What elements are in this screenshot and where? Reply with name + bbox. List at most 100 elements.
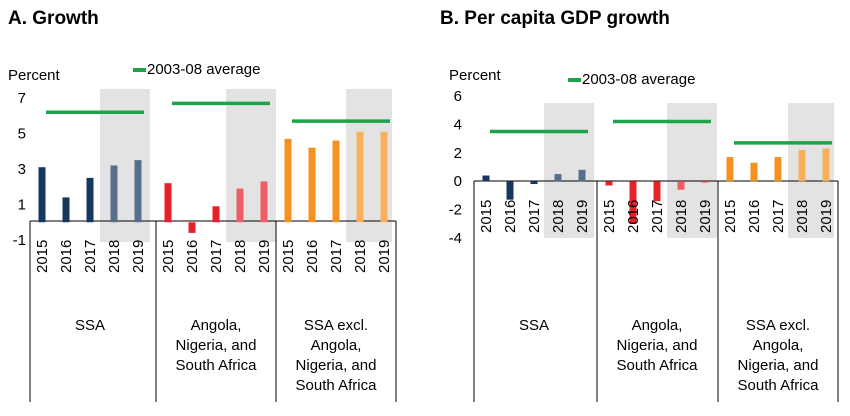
x-tick-label: 2018 [550,200,567,233]
group-label: Nigeria, and [176,337,257,354]
bar [653,181,661,202]
bar [578,169,586,182]
bar [188,222,196,233]
bar [86,177,94,223]
x-tick-label: 2015 [34,240,51,273]
y-axis-title: Percent [8,67,61,84]
chart-panel-a: A. Growth Percent 2003-08 average 7 5 3 1 -1 201… [8,8,397,402]
group-label: Nigeria, and [617,337,698,354]
group-label: South Africa [296,377,378,394]
group-label: SSA excl. [746,317,810,334]
group-label: Angola, [311,337,362,354]
forecast-shading [667,103,717,238]
x-tick-label: 2018 [232,240,249,273]
group-label: SSA [519,317,549,334]
y-tick-label: -4 [449,230,462,247]
y-tick-label: 0 [454,173,462,190]
y-tick-label: 5 [18,126,26,143]
x-tick-label: 2019 [376,240,393,273]
group-label: Angola, [632,317,683,334]
bar [530,181,538,185]
bar [701,181,709,183]
bar [260,181,268,223]
bar [62,197,70,223]
group-label: Angola, [753,337,804,354]
y-tick-label: 4 [454,116,462,133]
bar [332,140,340,223]
chart-panel-b: B. Per capita GDP growth Percent 2003-08 a… [440,8,839,402]
bar [38,167,46,223]
x-tick-label: 2018 [673,200,690,233]
y-tick-label: 6 [454,88,462,105]
y-tick-label: 7 [18,90,26,107]
bar [236,188,244,223]
x-tick-label: 2016 [304,240,321,273]
forecast-shading [100,89,150,242]
x-tick-label: 2017 [770,200,787,233]
x-tick-label: 2015 [601,200,618,233]
group-label: SSA [75,317,105,334]
x-tick-label: 2017 [526,200,543,233]
bar [284,138,292,223]
forecast-shading [544,103,594,238]
y-tick-label: -2 [449,202,462,219]
bar [164,183,172,223]
x-tick-label: 2016 [58,240,75,273]
x-tick-label: 2015 [280,240,297,273]
y-tick-label: 2 [454,145,462,162]
y-tick-label: 3 [18,161,26,178]
x-tick-label: 2016 [502,200,519,233]
group-label: SSA excl. [304,317,368,334]
group-label: Angola, [191,317,242,334]
x-tick-label: 2015 [478,200,495,233]
x-tick-label: 2019 [130,240,147,273]
bar [212,206,220,223]
legend-label: 2003-08 average [582,71,695,88]
group-label: South Africa [617,357,699,374]
x-tick-label: 2019 [818,200,835,233]
bar [726,157,734,182]
x-tick-label: 2019 [574,200,591,233]
bar [822,148,830,182]
y-tick-label: -1 [13,232,26,249]
bar [482,175,490,182]
x-tick-label: 2017 [649,200,666,233]
bar [605,181,613,186]
bar [506,181,514,200]
x-tick-label: 2018 [794,200,811,233]
legend-label: 2003-08 average [147,61,260,78]
x-tick-label: 2017 [208,240,225,273]
chart-title: A. Growth [8,8,99,29]
bar [677,181,685,190]
chart-title: B. Per capita GDP growth [440,8,670,29]
bar [554,174,562,182]
bar [380,131,388,223]
x-tick-label: 2019 [256,240,273,273]
bar [629,181,637,224]
bar [134,160,142,223]
group-label: Nigeria, and [738,357,819,374]
forecast-shading [226,89,276,242]
x-tick-label: 2016 [184,240,201,273]
bar [110,165,118,223]
group-label: South Africa [738,377,820,394]
x-tick-label: 2015 [722,200,739,233]
x-tick-label: 2016 [625,200,642,233]
x-tick-label: 2018 [106,240,123,273]
bar [356,131,364,223]
bar [798,149,806,182]
x-tick-label: 2019 [697,200,714,233]
x-tick-label: 2018 [352,240,369,273]
y-tick-label: 1 [18,197,26,214]
x-tick-label: 2016 [746,200,763,233]
x-tick-label: 2017 [328,240,345,273]
bar [774,157,782,182]
y-axis-title: Percent [449,67,502,84]
bar [750,162,758,182]
x-tick-label: 2017 [82,240,99,273]
bar [308,147,316,223]
group-label: South Africa [176,357,258,374]
x-tick-label: 2015 [160,240,177,273]
group-label: Nigeria, and [296,357,377,374]
